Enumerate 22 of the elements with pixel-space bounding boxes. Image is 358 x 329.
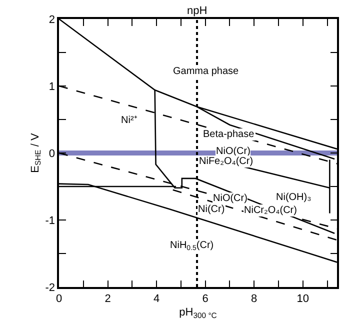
y-tick-label: -2 [45, 282, 56, 294]
x-tick-label: 8 [251, 292, 258, 305]
x-axis-title: pH$_{300 °C}$ [179, 306, 218, 320]
annotation: NiO(Cr) [213, 193, 248, 204]
annotation: NiCr₂O₄(Cr) [244, 205, 297, 216]
annotation: Gamma phase [173, 66, 240, 77]
x-tick-label: 4 [153, 292, 160, 305]
y-tick-label: -1 [45, 214, 56, 227]
y-tick-label: 1 [48, 80, 56, 93]
annotation: Ni²⁺ [121, 115, 138, 126]
annotation: Ni(Cr) [198, 204, 225, 215]
x-tick-label: 10 [296, 292, 309, 305]
y-tick-label: 0 [48, 148, 56, 160]
x-tick-label: 2 [104, 292, 111, 305]
annotation: NiFe₂O₄(Cr) [199, 156, 254, 167]
annotation: NiO(Cr) [216, 146, 250, 157]
annotation: Ni(OH)₃ [276, 192, 312, 203]
ref-line-label: npH [187, 5, 208, 17]
x-tick-label: 6 [202, 292, 208, 305]
annotation: Beta-phase [203, 129, 255, 140]
y-tick-label: 2 [48, 14, 56, 26]
annotation: NiH$_{0.5}$(Cr) [170, 240, 214, 252]
